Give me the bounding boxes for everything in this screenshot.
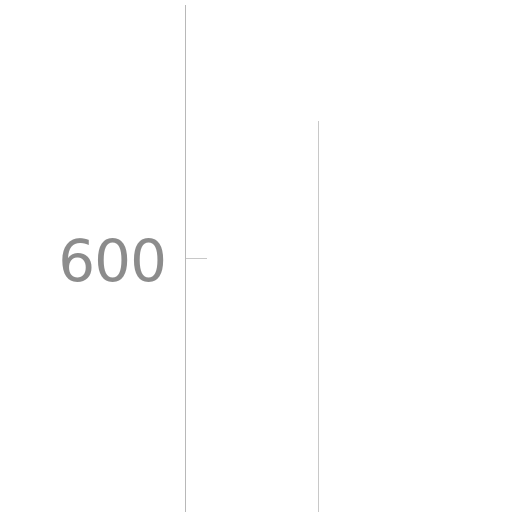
axis-tick-label: 600 bbox=[58, 227, 167, 295]
vertical-axis-line bbox=[185, 5, 186, 512]
axis-tick-mark bbox=[186, 258, 207, 259]
vertical-guide-line bbox=[318, 121, 319, 512]
